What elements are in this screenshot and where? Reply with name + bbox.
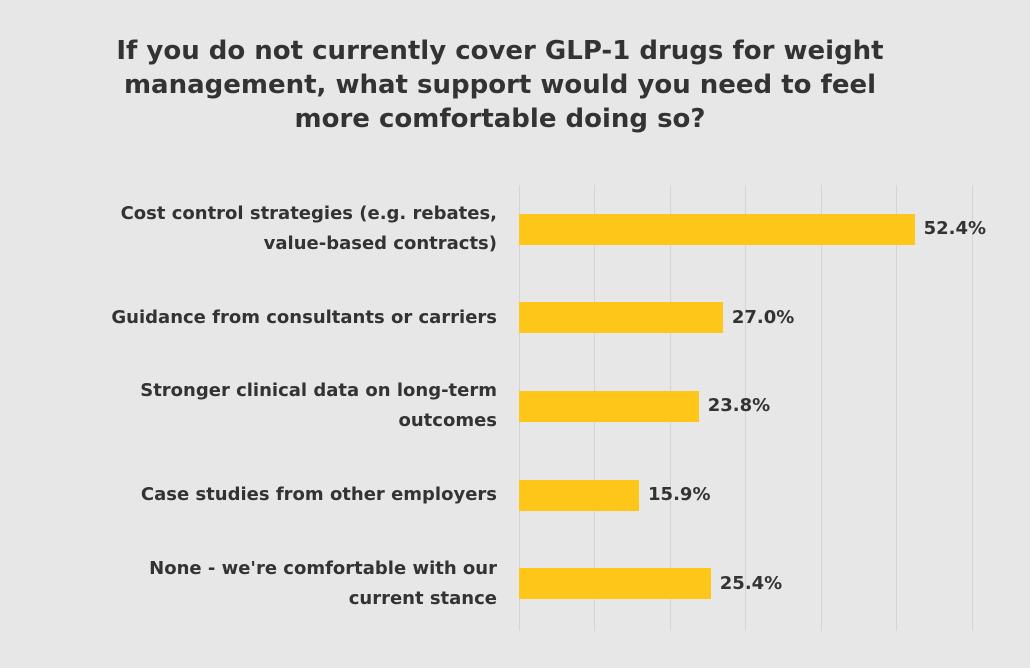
category-label: Stronger clinical data on long-term outc… xyxy=(140,380,497,432)
category-label: None - we're comfortable with our curren… xyxy=(149,557,497,609)
value-label: 23.8% xyxy=(707,395,771,417)
value-label: 15.9% xyxy=(648,484,711,506)
bar xyxy=(519,213,915,245)
bar xyxy=(519,568,711,600)
value-label: 52.4% xyxy=(923,218,987,239)
grid-line xyxy=(896,185,897,631)
bar xyxy=(519,390,699,422)
value-label: 27.0% xyxy=(731,306,795,328)
category-label: Guidance from consultants or carriers xyxy=(111,306,497,328)
grid-line xyxy=(745,185,746,631)
grid-line xyxy=(820,185,822,631)
category-label: Case studies from other employers xyxy=(140,484,497,506)
bar xyxy=(519,479,640,511)
grid-line xyxy=(971,185,973,631)
value-label: 25.4% xyxy=(719,572,783,594)
category-label: Cost control strategies (e.g. rebates, v… xyxy=(120,203,497,254)
chart-title: If you do not currently cover GLP-1 drug… xyxy=(116,36,884,134)
bar xyxy=(519,302,723,334)
